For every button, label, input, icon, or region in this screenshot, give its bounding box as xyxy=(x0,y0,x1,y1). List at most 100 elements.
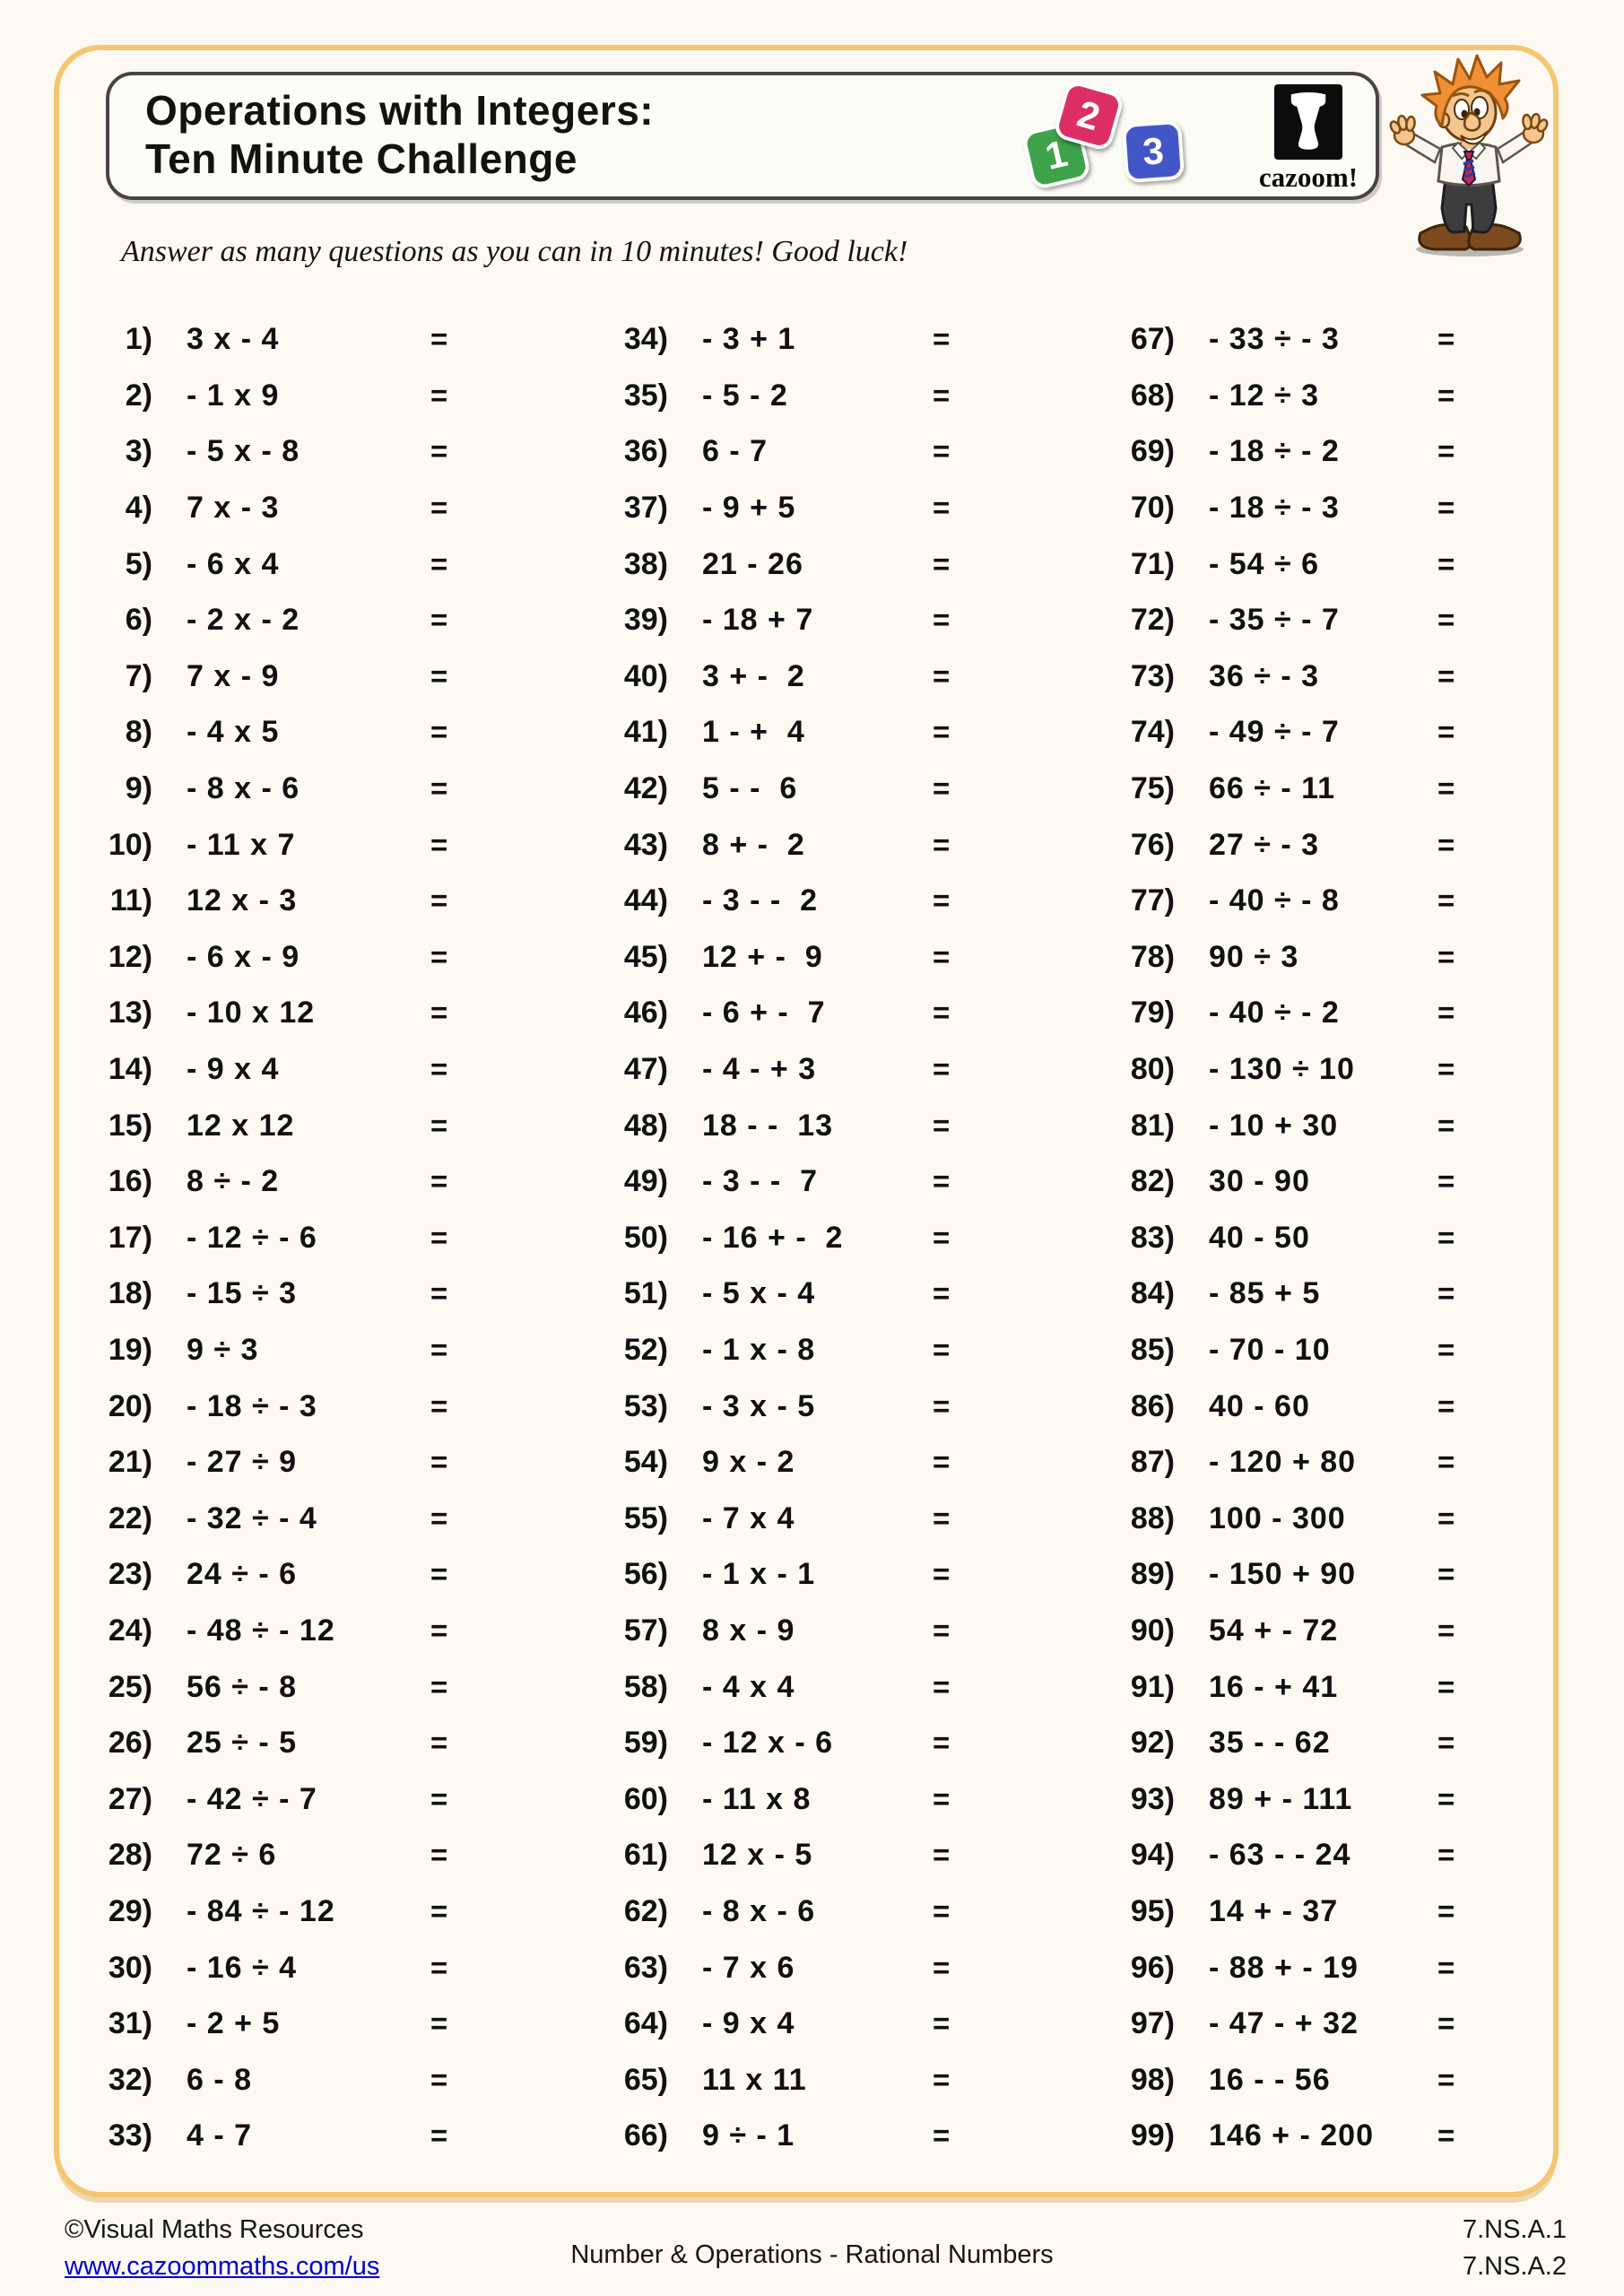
equals-sign: = xyxy=(933,659,951,693)
footer-standards: 7.NS.A.1 7.NS.A.2 xyxy=(1463,2212,1567,2285)
question-expression: - 9 + 5 xyxy=(702,491,796,526)
question-row: 28) 72 ÷ 6 = xyxy=(72,1827,502,1883)
question-number: 56) xyxy=(623,1557,668,1592)
equals-sign: = xyxy=(933,1221,951,1255)
question-number: 85) xyxy=(1130,1332,1175,1367)
equals-sign: = xyxy=(430,322,448,356)
question-row: 33) 4 - 7 = xyxy=(72,2108,502,2164)
question-expression: - 32 ÷ - 4 xyxy=(187,1500,317,1535)
question-expression: 89 + - 111 xyxy=(1209,1781,1353,1816)
question-expression: 40 - 50 xyxy=(1209,1220,1310,1255)
question-row: 53) - 3 x - 5 = xyxy=(583,1378,1009,1434)
question-row: 18) - 15 ÷ 3 = xyxy=(72,1265,502,1322)
equals-sign: = xyxy=(1437,1838,1455,1872)
question-row: 46) - 6 + - 7 = xyxy=(583,985,1009,1041)
equals-sign: = xyxy=(430,1501,448,1535)
question-row: 37) - 9 + 5 = xyxy=(583,480,1009,536)
question-number: 21) xyxy=(108,1445,152,1480)
question-number: 4) xyxy=(125,491,152,526)
equals-sign: = xyxy=(933,771,951,805)
cazoom-wordmark: cazoom! xyxy=(1258,161,1359,193)
question-number: 24) xyxy=(108,1613,152,1648)
question-number: 99) xyxy=(1130,2118,1175,2153)
question-expression: 66 ÷ - 11 xyxy=(1209,771,1336,806)
question-row: 93) 89 + - 111 = xyxy=(1092,1770,1523,1827)
equals-sign: = xyxy=(1437,547,1455,581)
equals-sign: = xyxy=(933,1613,951,1648)
question-row: 6) - 2 x - 2 = xyxy=(72,592,502,648)
equals-sign: = xyxy=(430,1951,448,1985)
question-number: 79) xyxy=(1130,996,1175,1031)
question-number: 41) xyxy=(623,715,668,750)
question-row: 20) - 18 ÷ - 3 = xyxy=(72,1378,502,1434)
question-number: 34) xyxy=(623,322,668,357)
question-number: 55) xyxy=(623,1500,668,1535)
question-row: 51) - 5 x - 4 = xyxy=(583,1265,1009,1322)
question-number: 53) xyxy=(623,1388,668,1423)
standard-code-2: 7.NS.A.2 xyxy=(1462,2252,1567,2281)
question-row: 77) - 40 ÷ - 8 = xyxy=(1092,873,1523,929)
question-expression: 16 - - 56 xyxy=(1209,2062,1331,2097)
question-number: 87) xyxy=(1130,1445,1175,1480)
question-row: 23) 24 ÷ - 6 = xyxy=(72,1546,502,1603)
equals-sign: = xyxy=(933,2006,951,2040)
question-row: 11) 12 x - 3 = xyxy=(72,873,502,929)
question-expression: 12 x 12 xyxy=(187,1108,295,1143)
question-number: 46) xyxy=(623,996,668,1031)
question-number: 98) xyxy=(1130,2062,1175,2097)
question-number: 65) xyxy=(623,2062,668,2097)
question-number: 72) xyxy=(1130,603,1175,638)
question-row: 78) 90 ÷ 3 = xyxy=(1092,929,1523,986)
question-row: 96) - 88 + - 19 = xyxy=(1092,1939,1523,1996)
equals-sign: = xyxy=(430,1221,448,1255)
question-expression: 21 - 26 xyxy=(702,546,803,581)
question-expression: - 5 - 2 xyxy=(702,378,788,413)
page-title-line2: Ten Minute Challenge xyxy=(145,135,578,182)
question-number: 27) xyxy=(108,1781,152,1816)
question-expression: 36 ÷ - 3 xyxy=(1209,658,1320,693)
question-number: 13) xyxy=(108,996,152,1031)
question-row: 25) 56 ÷ - 8 = xyxy=(72,1658,502,1715)
question-row: 56) - 1 x - 1 = xyxy=(583,1546,1009,1603)
question-expression: - 18 + 7 xyxy=(702,603,814,638)
question-number: 93) xyxy=(1130,1781,1175,1816)
question-row: 67) - 33 ÷ - 3 = xyxy=(1092,311,1523,368)
question-row: 1) 3 x - 4 = xyxy=(72,311,502,368)
question-number: 8) xyxy=(125,715,152,750)
question-number: 43) xyxy=(623,827,668,862)
question-number: 89) xyxy=(1130,1557,1175,1592)
question-row: 73) 36 ÷ - 3 = xyxy=(1092,648,1523,705)
question-row: 72) - 35 ÷ - 7 = xyxy=(1092,592,1523,648)
question-number: 81) xyxy=(1130,1108,1175,1143)
question-row: 83) 40 - 50 = xyxy=(1092,1210,1523,1266)
question-number: 51) xyxy=(623,1276,668,1311)
equals-sign: = xyxy=(430,1109,448,1143)
question-expression: 3 x - 4 xyxy=(187,322,280,357)
question-row: 99) 146 + - 200 = xyxy=(1092,2108,1523,2164)
question-expression: - 6 x - 9 xyxy=(187,939,300,974)
question-number: 60) xyxy=(623,1781,668,1816)
question-number: 78) xyxy=(1130,939,1175,974)
question-expression: 9 ÷ 3 xyxy=(187,1332,259,1367)
cartoon-teacher-mascot xyxy=(1383,47,1553,265)
question-row: 55) - 7 x 4 = xyxy=(583,1490,1009,1546)
question-number: 5) xyxy=(125,546,152,581)
equals-sign: = xyxy=(430,1782,448,1816)
question-expression: - 1 x - 1 xyxy=(702,1557,816,1592)
question-row: 32) 6 - 8 = xyxy=(72,2051,502,2108)
equals-sign: = xyxy=(1437,828,1455,862)
question-row: 5) - 6 x 4 = xyxy=(72,535,502,592)
question-expression: - 33 ÷ - 3 xyxy=(1209,322,1340,357)
question-number: 70) xyxy=(1130,491,1175,526)
question-number: 58) xyxy=(623,1669,668,1704)
question-expression: - 1 x 9 xyxy=(187,378,280,413)
question-row: 45) 12 + - 9 = xyxy=(583,929,1009,986)
equals-sign: = xyxy=(1437,1670,1455,1704)
cazoommaths-link[interactable]: www.cazoommaths.com/us xyxy=(65,2252,380,2281)
question-row: 71) - 54 ÷ 6 = xyxy=(1092,535,1523,592)
question-column-1: 1) 3 x - 4 = 2) - 1 x 9 = 3) - 5 x - 8 = 4) 7 x - … xyxy=(72,311,502,2164)
question-number: 3) xyxy=(125,434,152,469)
equals-sign: = xyxy=(430,940,448,974)
number-tile-3-icon: 3 xyxy=(1121,119,1185,184)
question-number: 59) xyxy=(623,1726,668,1761)
